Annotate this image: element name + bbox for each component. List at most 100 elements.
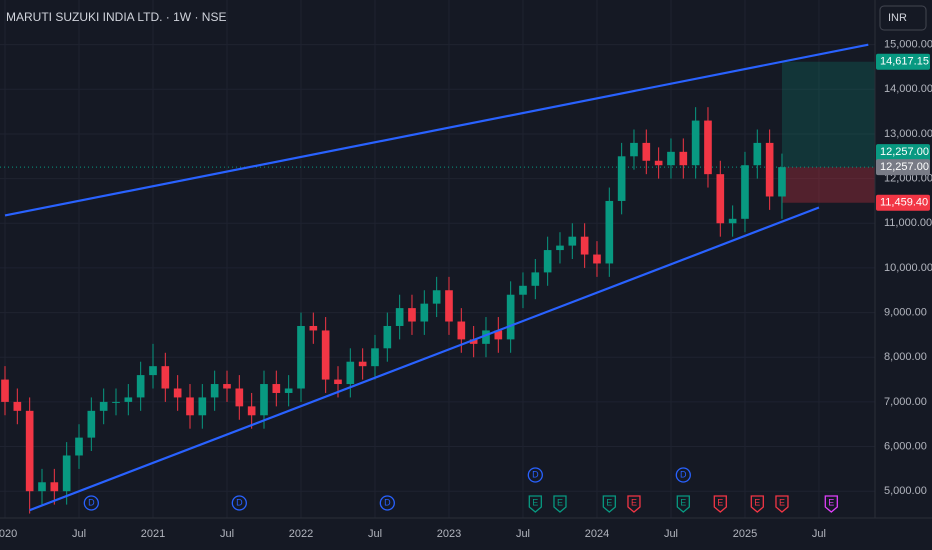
event-label: D: [384, 497, 391, 507]
earnings-marker: [553, 495, 567, 513]
position: [0, 61, 875, 203]
candle-body: [1, 379, 9, 402]
candle-body: [87, 410, 96, 438]
candle-body: [112, 401, 120, 403]
y-tick-label: 8,000.00: [884, 351, 927, 363]
currency-button[interactable]: [879, 5, 927, 31]
currency[interactable]: INR: [888, 12, 907, 24]
earnings-marker: [713, 495, 727, 513]
x-tick-label: 2020: [0, 528, 17, 540]
dividend-marker: [83, 495, 99, 511]
event-label: E: [828, 497, 834, 507]
candle-body: [568, 236, 577, 246]
candle-body: [617, 156, 626, 201]
event-label: D: [680, 469, 687, 479]
candle-body: [62, 455, 71, 492]
candle-body: [346, 361, 355, 385]
y-tick-label: 5,000.00: [884, 485, 927, 497]
events: D D D D D E E E E E E E E E: [83, 467, 838, 513]
x-tick-label: Jul: [72, 528, 86, 540]
candle-body: [173, 388, 182, 398]
candle-body: [543, 250, 552, 273]
event-label: E: [754, 497, 760, 507]
trendline: [29, 206, 820, 512]
x-tick-label: Jul: [812, 528, 826, 540]
candle-body: [716, 174, 725, 224]
candle-body: [679, 151, 688, 166]
dividend-marker: [379, 495, 395, 511]
target-zone: [781, 61, 875, 168]
candle-body: [593, 254, 601, 264]
event-label: E: [631, 497, 637, 507]
stop-zone: [781, 167, 875, 203]
candle-body: [420, 303, 429, 322]
event-label: E: [606, 497, 612, 507]
candle-body: [580, 236, 589, 255]
candle-body: [642, 142, 651, 161]
y-axis: 5,000.00 6,000.00 7,000.00 8,000.00 9,000.00…: [876, 39, 932, 497]
candle-body: [519, 285, 527, 295]
candle-body: [136, 375, 145, 398]
grid: [0, 0, 875, 518]
candle-body: [223, 384, 231, 389]
candle-body: [408, 308, 416, 322]
candle-body: [99, 401, 108, 411]
candle-body: [247, 406, 256, 416]
x-tick-label: 2021: [141, 528, 165, 540]
candle-body: [778, 167, 786, 197]
candle-body: [605, 200, 614, 264]
x-axis: 2020 Jul 2021 Jul 2022 Jul 2023 Jul 2024 Jul 2025 J…: [0, 528, 826, 540]
event-label: E: [532, 497, 538, 507]
candle-body: [260, 384, 268, 416]
candle-body: [383, 325, 392, 349]
price-tag-label: 11,459.40: [880, 197, 928, 209]
candle-body: [482, 330, 490, 344]
y-tick-label: 11,000.00: [884, 217, 932, 229]
candle-body: [741, 165, 749, 219]
price-tag-label: 12,257.00: [880, 161, 929, 173]
candle-body: [75, 437, 83, 456]
earnings-marker: [676, 495, 690, 513]
candle-body: [334, 379, 342, 385]
event-label: D: [236, 497, 243, 507]
candle-body: [556, 245, 564, 251]
candle-body: [149, 366, 157, 376]
candle-body: [186, 397, 194, 416]
event-label: E: [717, 497, 723, 507]
y-tick-label: 12,000.00: [884, 173, 932, 185]
dividend-marker: [675, 467, 691, 483]
candle-body: [161, 366, 170, 389]
candle-body: [321, 330, 330, 380]
chart-title: MARUTI SUZUKI INDIA LTD. · 1W · NSE: [6, 10, 226, 24]
earnings-marker: [824, 495, 838, 513]
earnings-marker: [750, 495, 764, 513]
candle-body: [13, 401, 22, 411]
candle-body: [667, 151, 675, 166]
x-tick-label: Jul: [220, 528, 234, 540]
dividend-marker: [231, 495, 247, 511]
price-tag: [876, 159, 930, 176]
trendline: [4, 43, 869, 217]
event-label: E: [779, 497, 785, 507]
candle-body: [235, 388, 244, 407]
candle-body: [494, 330, 503, 340]
candle-body: [445, 290, 453, 322]
candle-body: [198, 397, 207, 416]
candle-body: [765, 142, 774, 197]
candle-body: [395, 308, 404, 326]
candle-body: [284, 388, 293, 393]
candle-body: [371, 348, 379, 367]
candle-body: [630, 142, 638, 157]
price-tag-label: 12,257.00: [880, 146, 929, 158]
y-tick-label: 7,000.00: [884, 396, 927, 408]
y-tick-label: 10,000.00: [884, 262, 932, 274]
event-label: E: [557, 497, 563, 507]
candle-body: [506, 294, 515, 340]
candle-body: [50, 482, 59, 492]
trendlines: [4, 43, 869, 512]
candle-body: [654, 160, 663, 166]
candle-body: [691, 120, 700, 166]
